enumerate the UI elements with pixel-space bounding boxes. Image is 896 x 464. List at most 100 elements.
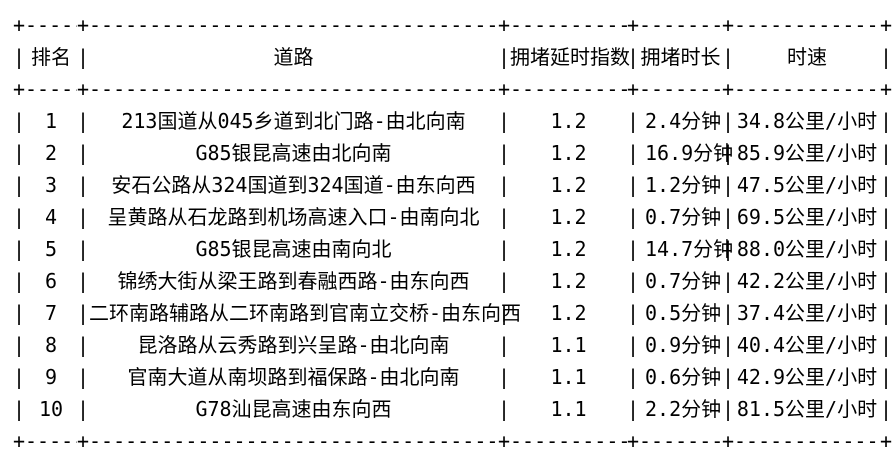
cell-delay-index: 1.2	[550, 109, 587, 133]
cell-delay-index: 1.1	[550, 333, 587, 357]
pipe-divider-icon: |	[13, 173, 26, 197]
pipe-divider-icon: |	[627, 333, 640, 357]
pipe-divider-icon: |	[498, 141, 511, 165]
pipe-divider-icon: |	[627, 397, 640, 421]
cell-speed: 34.8公里/小时	[736, 109, 878, 133]
cell-speed: 85.9公里/小时	[736, 141, 878, 165]
pipe-divider-icon: |	[13, 301, 26, 325]
ascii-table: +---------------------------------------…	[13, 9, 896, 457]
dash-segment: ----------------------------------------	[89, 77, 498, 101]
table-row: | 7 | 二环南路辅路从二环南路到官南立交桥-由东向西 | 1.2 | 0.5分钟 | 37.4…	[13, 297, 896, 329]
pipe-divider-icon: |	[722, 301, 735, 325]
pipe-divider-icon: |	[13, 269, 26, 293]
dash-segment: ----------------------------------------	[510, 429, 627, 453]
pipe-divider-icon: |	[13, 45, 26, 69]
pipe-divider-icon: |	[627, 301, 640, 325]
cell-speed: 69.5公里/小时	[736, 205, 878, 229]
table-row: | 1 | 213国道从045乡道到北门路-由北向南 | 1.2 | 2.4分钟 | 34.8公里…	[13, 105, 896, 137]
pipe-divider-icon: |	[13, 237, 26, 261]
pipe-divider-icon: |	[77, 45, 90, 69]
cell-road: G78汕昆高速由东向西	[195, 397, 392, 421]
pipe-divider-icon: |	[498, 109, 511, 133]
pipe-divider-icon: |	[498, 397, 511, 421]
plus-joint-icon: +	[77, 13, 90, 37]
cell-road: 昆洛路从云秀路到兴呈路-由北向南	[137, 333, 450, 357]
pipe-divider-icon: |	[498, 237, 511, 261]
plus-joint-icon: +	[498, 13, 511, 37]
cell-delay-index: 1.1	[550, 365, 587, 389]
cell-rank: 9	[44, 365, 58, 389]
dash-segment: ----------------------------------------	[734, 429, 880, 453]
dash-segment: ----------------------------------------	[639, 77, 722, 101]
plus-joint-icon: +	[880, 77, 893, 101]
header-cell-duration: 拥堵时长	[640, 45, 721, 69]
cell-speed: 37.4公里/小时	[736, 301, 878, 325]
cell-road: G85银昆高速由北向南	[195, 141, 392, 165]
cell-duration: 0.7分钟	[645, 269, 722, 293]
cell-rank: 7	[44, 301, 58, 325]
cell-speed: 47.5公里/小时	[736, 173, 878, 197]
cell-rank: 3	[44, 173, 58, 197]
cell-duration: 2.4分钟	[645, 109, 722, 133]
cell-speed: 81.5公里/小时	[736, 397, 878, 421]
pipe-divider-icon: |	[627, 365, 640, 389]
border-line: +---------------------------------------…	[13, 73, 896, 105]
table-body: | 1 | 213国道从045乡道到北门路-由北向南 | 1.2 | 2.4分钟 | 34.8公里…	[13, 105, 896, 425]
plus-joint-icon: +	[627, 429, 640, 453]
dash-segment: ----------------------------------------	[25, 429, 77, 453]
pipe-divider-icon: |	[880, 205, 893, 229]
pipe-divider-icon: |	[722, 237, 735, 261]
border-line: +---------------------------------------…	[13, 425, 896, 457]
cell-delay-index: 1.2	[550, 173, 587, 197]
cell-speed: 42.9公里/小时	[736, 365, 878, 389]
pipe-divider-icon: |	[880, 141, 893, 165]
header-cell-rank: 排名	[31, 45, 71, 69]
table-row: | 6 | 锦绣大街从梁王路到春融西路-由东向西 | 1.2 | 0.7分钟 | 42.2公里/小…	[13, 265, 896, 297]
pipe-divider-icon: |	[13, 397, 26, 421]
pipe-divider-icon: |	[627, 141, 640, 165]
pipe-divider-icon: |	[627, 45, 640, 69]
pipe-divider-icon: |	[498, 269, 511, 293]
cell-duration: 14.7分钟	[645, 237, 734, 261]
table-row: | 3 | 安石公路从324国道到324国道-由东向西 | 1.2 | 1.2分钟 | 47.5公…	[13, 169, 896, 201]
cell-road: 官南大道从南坝路到福保路-由北向南	[127, 365, 460, 389]
table-row: | 4 | 呈黄路从石龙路到机场高速入口-由南向北 | 1.2 | 0.7分钟 | 69.5公里/…	[13, 201, 896, 233]
cell-speed: 42.2公里/小时	[736, 269, 878, 293]
pipe-divider-icon: |	[77, 397, 90, 421]
pipe-divider-icon: |	[722, 269, 735, 293]
cell-rank: 10	[38, 397, 64, 421]
plus-joint-icon: +	[627, 13, 640, 37]
dash-segment: ----------------------------------------	[639, 13, 722, 37]
pipe-divider-icon: |	[13, 109, 26, 133]
pipe-divider-icon: |	[722, 397, 735, 421]
pipe-divider-icon: |	[77, 205, 90, 229]
plus-joint-icon: +	[77, 429, 90, 453]
cell-duration: 16.9分钟	[645, 141, 734, 165]
dash-segment: ----------------------------------------	[734, 77, 880, 101]
pipe-divider-icon: |	[880, 269, 893, 293]
pipe-divider-icon: |	[77, 109, 90, 133]
pipe-divider-icon: |	[77, 141, 90, 165]
plus-joint-icon: +	[722, 429, 735, 453]
plus-joint-icon: +	[13, 429, 26, 453]
pipe-divider-icon: |	[880, 365, 893, 389]
plus-joint-icon: +	[880, 13, 893, 37]
plus-joint-icon: +	[722, 77, 735, 101]
pipe-divider-icon: |	[498, 333, 511, 357]
cell-road: 213国道从045乡道到北门路-由北向南	[121, 109, 466, 133]
pipe-divider-icon: |	[498, 173, 511, 197]
table-row: | 8 | 昆洛路从云秀路到兴呈路-由北向南 | 1.1 | 0.9分钟 | 40.4公里/小时 |	[13, 329, 896, 361]
pipe-divider-icon: |	[627, 205, 640, 229]
cell-rank: 5	[44, 237, 58, 261]
cell-duration: 0.7分钟	[645, 205, 722, 229]
header-cell-road: 道路	[273, 45, 314, 69]
pipe-divider-icon: |	[880, 109, 893, 133]
cell-duration: 1.2分钟	[645, 173, 722, 197]
dash-segment: ----------------------------------------	[510, 77, 627, 101]
cell-rank: 6	[44, 269, 58, 293]
pipe-divider-icon: |	[722, 333, 735, 357]
cell-delay-index: 1.2	[550, 301, 587, 325]
pipe-divider-icon: |	[77, 173, 90, 197]
pipe-divider-icon: |	[722, 141, 735, 165]
